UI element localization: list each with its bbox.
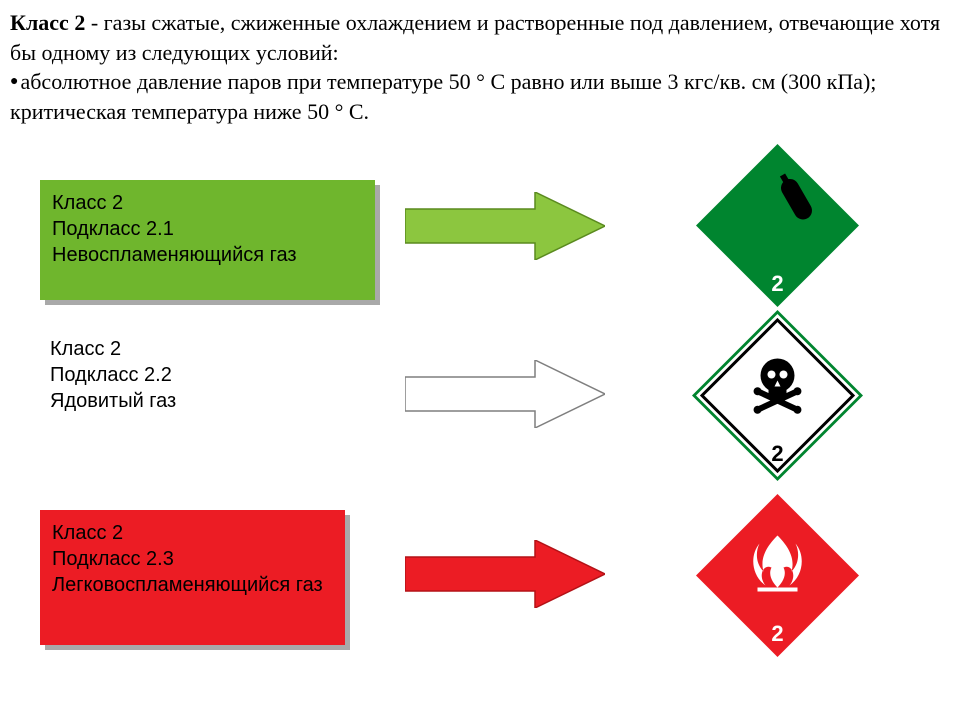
text-line: Ядовитый газ (50, 388, 176, 414)
card-line: Класс 2 (52, 520, 333, 546)
header-title-bold: Класс 2 (10, 10, 85, 35)
hazard-placard-toxic-gas: 2 (690, 308, 865, 483)
text-subclass-2-2: Класс 2 Подкласс 2.2 Ядовитый газ (50, 336, 176, 414)
page: Класс 2 - газы сжатые, сжиженные охлажде… (0, 0, 960, 720)
card-line: Невоспламеняющийся газ (52, 242, 363, 268)
header-title-rest: - газы сжатые, сжиженные охлаждением и р… (10, 10, 940, 65)
card-line: Подкласс 2.1 (52, 216, 363, 242)
header-bullet-text: абсолютное давление паров при температур… (10, 69, 876, 124)
text-line: Класс 2 (50, 336, 176, 362)
text-line: Подкласс 2.2 (50, 362, 176, 388)
hazard-placard-nonflammable-gas: 2 (690, 138, 865, 313)
card-line: Класс 2 (52, 190, 363, 216)
svg-text:2: 2 (771, 621, 783, 646)
bullet-icon: ● (10, 73, 18, 92)
arrow-icon (405, 540, 605, 608)
card-line: Легковоспламеняющийся газ (52, 572, 332, 598)
header-text: Класс 2 - газы сжатые, сжиженные охлажде… (10, 8, 950, 127)
card-line: Подкласс 2.3 (52, 546, 333, 572)
hazard-placard-flammable-gas: 2 (690, 488, 865, 663)
card-subclass-2-3: Класс 2 Подкласс 2.3 Легковоспламеняющий… (40, 510, 345, 645)
card-subclass-2-1: Класс 2 Подкласс 2.1 Невоспламеняющийся … (40, 180, 375, 300)
arrow-icon (405, 192, 605, 260)
svg-text:2: 2 (771, 441, 783, 466)
svg-text:2: 2 (771, 271, 783, 296)
arrow-icon (405, 360, 605, 428)
